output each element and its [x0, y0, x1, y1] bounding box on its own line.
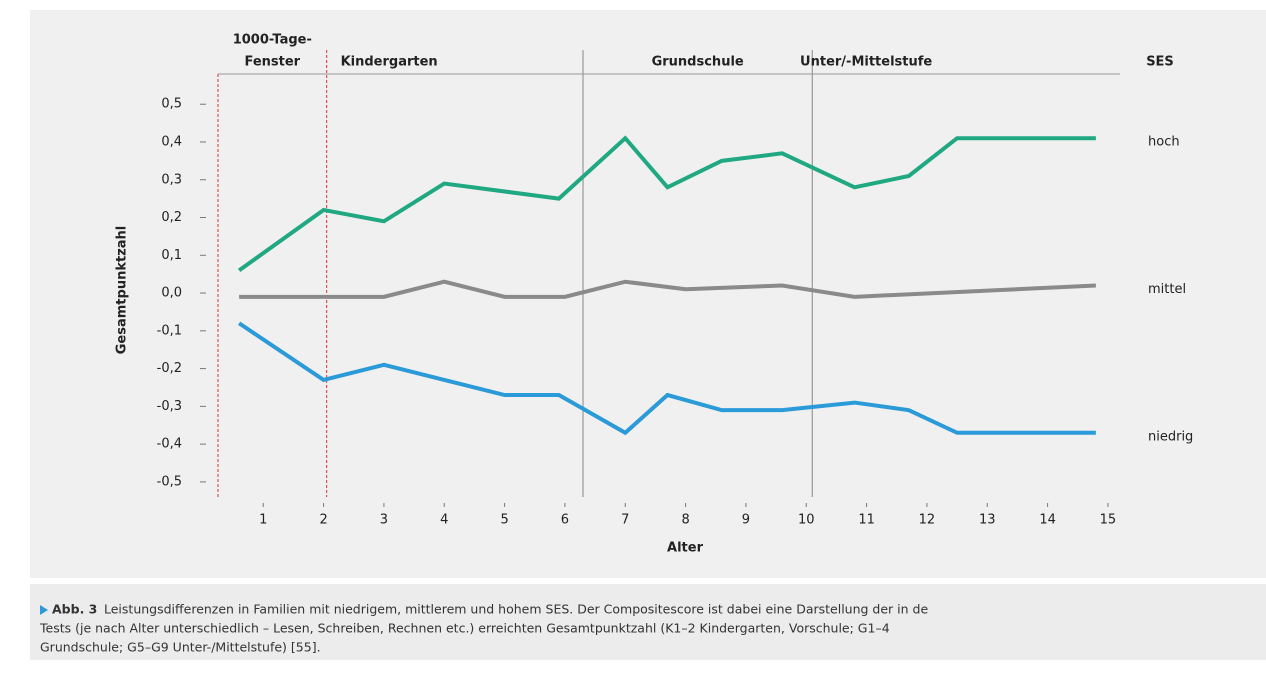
x-axis-label: Alter	[667, 541, 704, 556]
x-tick-label: 13	[979, 513, 996, 528]
x-tick-label: 1	[259, 513, 267, 528]
x-tick-label: 7	[621, 513, 629, 528]
y-tick-label: 0,4	[161, 134, 182, 149]
series-line	[238, 321, 1096, 436]
series-line	[239, 279, 1096, 299]
caption-line: Grundschule; G5–G9 Unter-/Mittelstufe) […	[40, 640, 321, 655]
series-line	[237, 135, 1096, 273]
x-tick-label: 3	[380, 513, 388, 528]
y-tick-label: 0,3	[161, 172, 182, 187]
phase-label: Grundschule	[652, 55, 744, 70]
x-tick-label: 2	[319, 513, 327, 528]
y-tick-label: 0,0	[161, 286, 182, 301]
x-tick-label: 8	[681, 513, 689, 528]
caption-line: Leistungsdifferenzen in Familien mit nie…	[104, 602, 928, 617]
caption-marker	[40, 605, 48, 615]
y-tick-label: -0,5	[157, 474, 182, 489]
x-tick-label: 9	[742, 513, 750, 528]
phase-label: Kindergarten	[341, 55, 438, 70]
series-label: mittel	[1148, 282, 1186, 297]
x-tick-label: 11	[858, 513, 875, 528]
caption-label: Abb. 3	[52, 602, 97, 617]
y-tick-label: 0,1	[161, 248, 182, 263]
x-tick-label: 14	[1039, 513, 1056, 528]
y-tick-label: 0,5	[161, 97, 182, 112]
chart-panel	[30, 10, 1266, 578]
series-label: hoch	[1148, 135, 1180, 150]
x-tick-label: 5	[500, 513, 508, 528]
y-tick-label: -0,4	[157, 437, 182, 452]
caption-line: Tests (je nach Alter unterschiedlich – L…	[39, 621, 890, 636]
x-tick-label: 10	[798, 513, 815, 528]
y-tick-label: -0,2	[157, 361, 182, 376]
y-tick-label: 0,2	[161, 210, 182, 225]
y-axis-label: Gesamtpunktzahl	[115, 226, 130, 354]
y-tick-label: -0,3	[157, 399, 182, 414]
series-label: niedrig	[1148, 429, 1193, 444]
x-tick-label: 15	[1100, 513, 1117, 528]
legend-title: SES	[1146, 55, 1174, 70]
phase-label: 1000-Tage-	[233, 33, 312, 48]
caption-panel	[30, 584, 1266, 660]
y-tick-label: -0,1	[157, 323, 182, 338]
x-tick-label: 12	[919, 513, 936, 528]
x-tick-label: 6	[561, 513, 569, 528]
phase-label: Unter/-Mittelstufe	[800, 55, 932, 70]
x-tick-label: 4	[440, 513, 448, 528]
phase-label: Fenster	[244, 55, 300, 70]
